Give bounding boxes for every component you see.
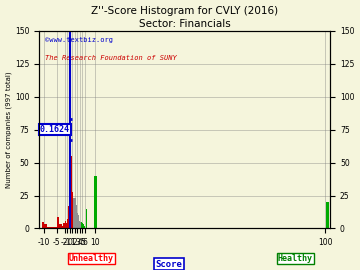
Bar [77, 212, 78, 228]
Bar [57, 217, 59, 228]
Bar [74, 198, 75, 228]
Bar [73, 202, 74, 228]
Text: Score: Score [156, 260, 183, 269]
Bar [81, 222, 82, 228]
Bar [67, 219, 68, 228]
Bar [79, 221, 80, 228]
Bar [327, 202, 329, 228]
Text: ©www.textbiz.org: ©www.textbiz.org [45, 37, 113, 43]
Bar [71, 156, 72, 228]
Bar [86, 209, 87, 228]
Bar [80, 222, 81, 228]
Text: The Research Foundation of SUNY: The Research Foundation of SUNY [45, 55, 177, 61]
Bar [75, 202, 76, 228]
Bar [82, 223, 83, 228]
Bar [62, 226, 64, 228]
Bar [63, 223, 64, 228]
Bar [70, 113, 71, 228]
Bar [78, 219, 79, 228]
Bar [49, 227, 52, 228]
Bar [94, 176, 96, 228]
Bar [83, 224, 84, 228]
Bar [54, 227, 57, 228]
Bar [64, 221, 66, 228]
Text: 0.1624: 0.1624 [40, 125, 70, 134]
Bar [66, 223, 67, 228]
Bar [59, 224, 62, 228]
Text: Healthy: Healthy [278, 254, 313, 263]
Bar [47, 227, 49, 228]
Bar [52, 227, 54, 228]
Bar [76, 205, 77, 228]
Bar [42, 222, 44, 228]
Bar [44, 224, 47, 228]
Bar [69, 195, 70, 228]
Title: Z''-Score Histogram for CVLY (2016)
Sector: Financials: Z''-Score Histogram for CVLY (2016) Sect… [91, 6, 278, 29]
Y-axis label: Number of companies (997 total): Number of companies (997 total) [5, 71, 12, 188]
Text: Unhealthy: Unhealthy [69, 254, 114, 263]
Bar [84, 226, 85, 228]
Bar [68, 206, 69, 228]
Bar [72, 191, 73, 228]
